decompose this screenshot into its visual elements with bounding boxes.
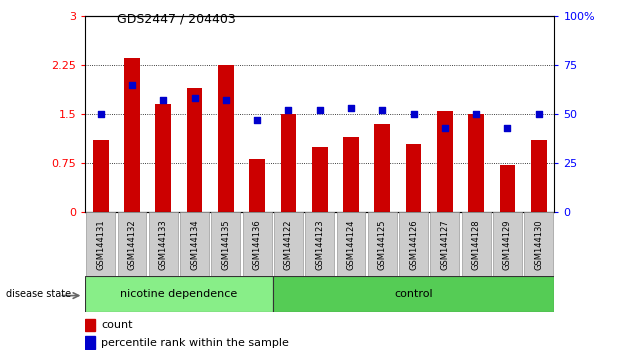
Text: GSM144123: GSM144123 xyxy=(315,219,324,270)
Text: count: count xyxy=(101,320,133,330)
Bar xyxy=(524,212,553,276)
Point xyxy=(502,125,512,131)
Text: GSM144127: GSM144127 xyxy=(440,219,449,270)
Point xyxy=(346,105,356,111)
Bar xyxy=(399,212,428,276)
Bar xyxy=(430,212,459,276)
Bar xyxy=(85,319,95,331)
Point xyxy=(314,107,325,113)
Bar xyxy=(406,144,421,212)
Text: nicotine dependence: nicotine dependence xyxy=(120,289,238,299)
Point xyxy=(408,111,418,117)
Bar xyxy=(312,147,328,212)
Point xyxy=(158,98,168,103)
Bar xyxy=(249,159,265,212)
Text: GSM144130: GSM144130 xyxy=(534,219,543,270)
Point xyxy=(440,125,450,131)
Text: GSM144132: GSM144132 xyxy=(127,219,137,270)
Bar xyxy=(374,124,390,212)
Bar xyxy=(124,58,140,212)
Point xyxy=(96,111,106,117)
Bar xyxy=(500,165,515,212)
Text: GSM144129: GSM144129 xyxy=(503,219,512,269)
Bar xyxy=(273,276,554,312)
Bar xyxy=(274,212,303,276)
Text: GSM144134: GSM144134 xyxy=(190,219,199,270)
Bar xyxy=(243,212,272,276)
Text: GSM144124: GSM144124 xyxy=(346,219,355,269)
Bar xyxy=(180,212,209,276)
Bar xyxy=(531,140,547,212)
Bar xyxy=(85,276,273,312)
Bar xyxy=(212,212,240,276)
Text: GSM144133: GSM144133 xyxy=(159,219,168,270)
Bar xyxy=(493,212,522,276)
Bar xyxy=(86,212,115,276)
Point xyxy=(220,98,231,103)
Point xyxy=(127,82,137,87)
Text: GSM144135: GSM144135 xyxy=(221,219,231,270)
Bar xyxy=(343,137,359,212)
Bar xyxy=(186,88,202,212)
Bar xyxy=(218,65,234,212)
Text: GSM144126: GSM144126 xyxy=(409,219,418,270)
Text: disease state: disease state xyxy=(6,289,71,299)
Bar xyxy=(118,212,146,276)
Bar xyxy=(280,114,296,212)
Bar xyxy=(336,212,365,276)
Text: GSM144128: GSM144128 xyxy=(472,219,481,270)
Bar xyxy=(437,111,453,212)
Bar xyxy=(85,336,95,349)
Point xyxy=(534,111,544,117)
Bar xyxy=(149,212,178,276)
Text: GSM144131: GSM144131 xyxy=(96,219,105,270)
Bar xyxy=(156,104,171,212)
Point xyxy=(190,96,200,101)
Text: percentile rank within the sample: percentile rank within the sample xyxy=(101,338,289,348)
Point xyxy=(377,107,387,113)
Text: GSM144125: GSM144125 xyxy=(378,219,387,269)
Text: GDS2447 / 204403: GDS2447 / 204403 xyxy=(117,12,235,25)
Bar xyxy=(368,212,397,276)
Bar xyxy=(462,212,491,276)
Bar xyxy=(306,212,334,276)
Text: GSM144136: GSM144136 xyxy=(253,219,261,270)
Point xyxy=(471,111,481,117)
Bar xyxy=(468,114,484,212)
Bar xyxy=(93,140,108,212)
Text: GSM144122: GSM144122 xyxy=(284,219,293,269)
Point xyxy=(284,107,294,113)
Point xyxy=(252,117,262,123)
Text: control: control xyxy=(394,289,433,299)
